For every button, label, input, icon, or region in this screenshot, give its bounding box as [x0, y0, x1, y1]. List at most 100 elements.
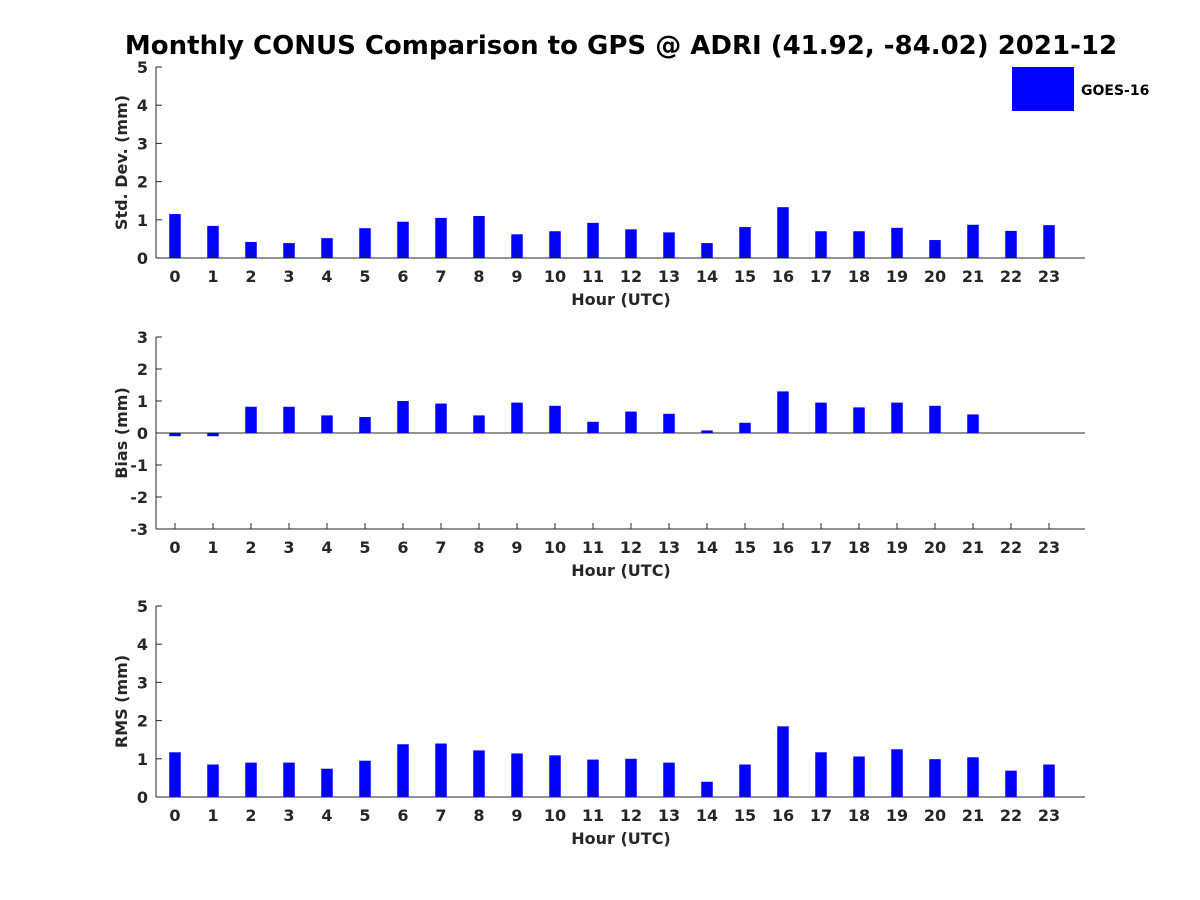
rms-x-tick-label: 21 — [962, 806, 984, 825]
rms-x-tick-label: 2 — [245, 806, 256, 825]
rms-bar-1 — [207, 764, 219, 797]
rms-bar-13 — [663, 762, 675, 797]
legend-label: GOES-16 — [1081, 83, 1149, 99]
stddev-x-tick-label: 8 — [473, 267, 484, 286]
stddev-y-tick-label: 2 — [137, 173, 148, 192]
bias-y-tick-label: 1 — [137, 392, 148, 411]
stddev-x-tick-label: 7 — [435, 267, 446, 286]
bias-x-tick-label: 14 — [696, 538, 718, 557]
rms-bar-8 — [473, 750, 485, 797]
rms-bar-0 — [169, 752, 181, 797]
bias-bar-18 — [853, 407, 865, 433]
stddev-bar-15 — [739, 227, 751, 258]
bias-y-tick-label: 2 — [137, 360, 148, 379]
rms-x-tick-label: 13 — [658, 806, 680, 825]
stddev-bar-20 — [929, 240, 941, 258]
stddev-bar-17 — [815, 231, 827, 258]
bias-x-axis-label: Hour (UTC) — [571, 561, 671, 580]
rms-x-tick-label: 19 — [886, 806, 908, 825]
bias-bar-11 — [587, 421, 599, 433]
rms-x-tick-label: 7 — [435, 806, 446, 825]
bias-bar-0 — [169, 433, 181, 437]
stddev-bar-13 — [663, 232, 675, 258]
stddev-x-tick-label: 12 — [620, 267, 642, 286]
stddev-x-tick-label: 20 — [924, 267, 946, 286]
stddev-y-tick-label: 0 — [137, 249, 148, 268]
bias-bar-6 — [397, 401, 409, 433]
rms-x-tick-label: 18 — [848, 806, 870, 825]
bias-bar-13 — [663, 413, 675, 433]
rms-bar-10 — [549, 755, 561, 797]
rms-x-tick-label: 8 — [473, 806, 484, 825]
bias-x-tick-label: 10 — [544, 538, 566, 557]
bias-x-tick-label: 15 — [734, 538, 756, 557]
stddev-bar-9 — [511, 234, 523, 258]
bias-x-tick-label: 0 — [169, 538, 180, 557]
rms-y-tick-label: 3 — [137, 673, 148, 692]
rms-x-tick-label: 9 — [511, 806, 522, 825]
bias-x-tick-label: 12 — [620, 538, 642, 557]
stddev-bar-22 — [1005, 230, 1017, 258]
stddev-bar-23 — [1043, 225, 1055, 258]
bias-x-tick-label: 21 — [962, 538, 984, 557]
stddev-bar-6 — [397, 221, 409, 258]
stddev-x-tick-label: 9 — [511, 267, 522, 286]
rms-bar-21 — [967, 757, 979, 797]
stddev-bar-3 — [283, 243, 295, 258]
bias-x-tick-label: 23 — [1038, 538, 1060, 557]
bias-bar-14 — [701, 430, 713, 433]
stddev-y-tick-label: 1 — [137, 211, 148, 230]
stddev-x-tick-label: 17 — [810, 267, 832, 286]
rms-y-axis-label: RMS (mm) — [112, 655, 131, 748]
stddev-y-tick-label: 3 — [137, 134, 148, 153]
rms-x-tick-label: 10 — [544, 806, 566, 825]
bias-x-tick-label: 18 — [848, 538, 870, 557]
stddev-x-tick-label: 11 — [582, 267, 604, 286]
bias-bar-3 — [283, 406, 295, 433]
rms-bar-5 — [359, 760, 371, 797]
bias-bar-10 — [549, 405, 561, 433]
rms-y-tick-label: 4 — [137, 635, 148, 654]
bias-x-tick-label: 17 — [810, 538, 832, 557]
bias-y-tick-label: -3 — [130, 520, 148, 539]
stddev-bar-5 — [359, 228, 371, 258]
rms-bar-16 — [777, 726, 789, 797]
stddev-x-tick-label: 3 — [283, 267, 294, 286]
stddev-x-tick-label: 4 — [321, 267, 332, 286]
bias-x-tick-label: 22 — [1000, 538, 1022, 557]
rms-x-tick-label: 5 — [359, 806, 370, 825]
rms-x-tick-label: 4 — [321, 806, 332, 825]
rms-x-tick-label: 3 — [283, 806, 294, 825]
bias-y-tick-label: 3 — [137, 328, 148, 347]
rms-bar-3 — [283, 762, 295, 797]
rms-bar-14 — [701, 781, 713, 797]
bias-bar-1 — [207, 433, 219, 437]
rms-bar-17 — [815, 752, 827, 797]
bias-x-tick-label: 6 — [397, 538, 408, 557]
stddev-x-tick-label: 21 — [962, 267, 984, 286]
rms-bar-15 — [739, 764, 751, 797]
bias-x-tick-label: 13 — [658, 538, 680, 557]
stddev-x-tick-label: 10 — [544, 267, 566, 286]
bias-bar-12 — [625, 411, 637, 433]
stddev-bar-4 — [321, 238, 333, 258]
stddev-x-tick-label: 5 — [359, 267, 370, 286]
stddev-x-tick-label: 15 — [734, 267, 756, 286]
rms-y-tick-label: 5 — [137, 597, 148, 616]
bias-bar-5 — [359, 417, 371, 433]
bias-bar-15 — [739, 422, 751, 433]
stddev-bar-2 — [245, 241, 257, 258]
stddev-x-tick-label: 2 — [245, 267, 256, 286]
bias-bar-9 — [511, 402, 523, 433]
bias-x-tick-label: 9 — [511, 538, 522, 557]
rms-bar-4 — [321, 768, 333, 797]
stddev-bar-0 — [169, 214, 181, 258]
rms-bar-18 — [853, 756, 865, 797]
stddev-x-tick-label: 1 — [207, 267, 218, 286]
stddev-y-tick-label: 4 — [137, 96, 148, 115]
bias-x-tick-label: 8 — [473, 538, 484, 557]
rms-y-tick-label: 2 — [137, 712, 148, 731]
